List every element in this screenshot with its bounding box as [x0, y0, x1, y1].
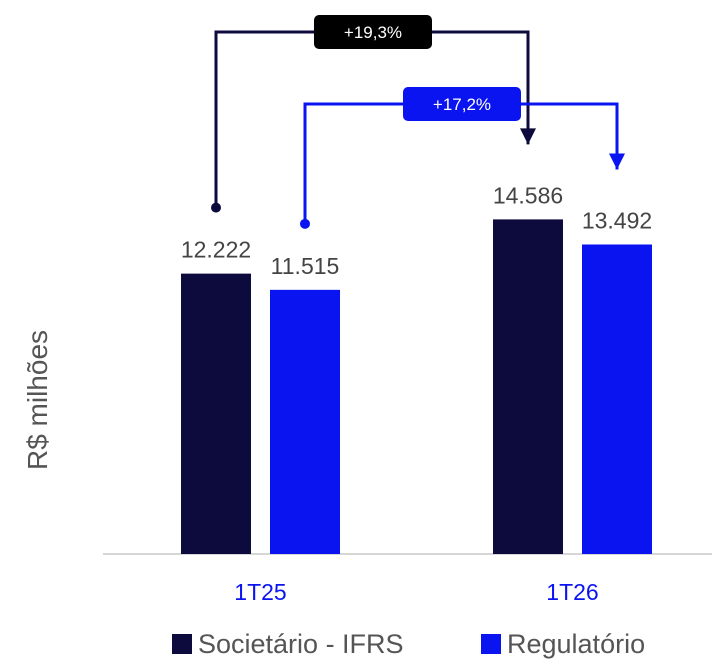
- legend-swatch: [481, 634, 501, 654]
- data-label: 13.492: [582, 207, 652, 233]
- data-label: 14.586: [493, 182, 563, 208]
- x-tick-label: 1T26: [546, 579, 598, 605]
- growth-badge-label: +19,3%: [344, 23, 402, 42]
- bar-societario-1t25: [181, 273, 251, 554]
- data-label: 12.222: [181, 237, 251, 263]
- bracket-start-dot: [211, 202, 221, 213]
- legend-label: Societário - IFRS: [198, 629, 404, 659]
- bracket-start-dot: [300, 218, 310, 229]
- x-tick-label: 1T25: [234, 579, 286, 605]
- growth-bracket: [303, 102, 619, 224]
- arrow-down-icon: [609, 153, 625, 170]
- growth-badge: [314, 15, 432, 49]
- bar-societario-1t26: [493, 219, 563, 554]
- arrow-down-icon: [520, 128, 536, 145]
- legend: Societário - IFRS Regulatório: [172, 629, 645, 659]
- data-label: 11.515: [271, 253, 340, 279]
- bar-regulatorio-1t25: [270, 289, 340, 554]
- legend-swatch: [172, 634, 192, 654]
- growth-badge-label: +17,2%: [433, 95, 491, 114]
- legend-label: Regulatório: [507, 629, 645, 659]
- y-axis-label: R$ milhões: [22, 330, 53, 470]
- bar-regulatorio-1t26: [582, 244, 652, 554]
- growth-badge: [403, 87, 521, 121]
